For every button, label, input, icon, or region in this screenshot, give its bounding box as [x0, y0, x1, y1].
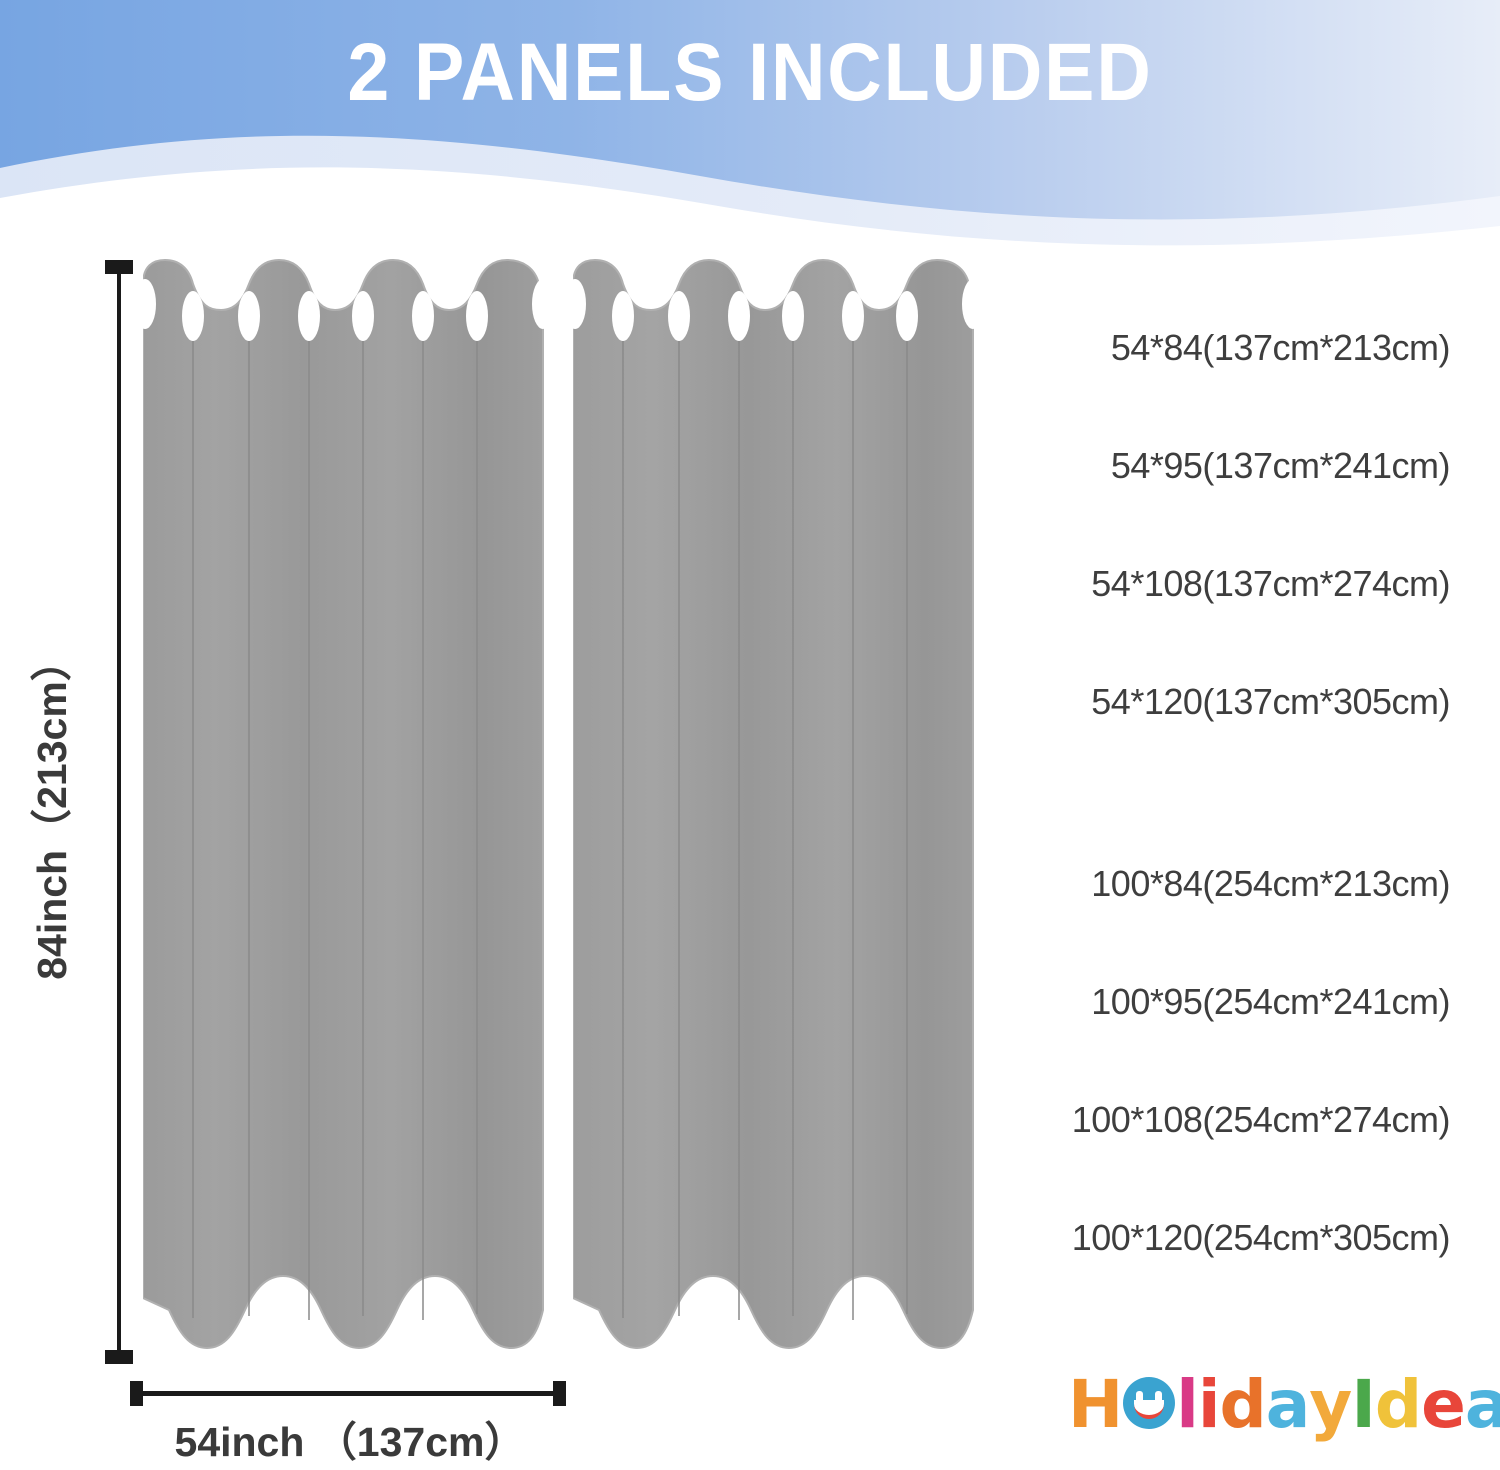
grommet-icon — [896, 291, 918, 341]
curtain-panel-right-graphic — [573, 258, 977, 1350]
grommet-icon — [298, 291, 320, 341]
width-label: 54inch （137cm） — [174, 1419, 526, 1465]
height-dimension-graphic — [105, 260, 133, 1364]
logo-letter-h: H — [1066, 1366, 1124, 1443]
smiley-mouth-icon — [1134, 1400, 1165, 1419]
logo-letter-a2: a — [1463, 1366, 1500, 1443]
curtain-panel-left — [143, 258, 547, 1366]
size-group-54: 54*84(137cm*213cm) 54*95(137cm*241cm) 54… — [900, 330, 1450, 802]
size-option: 54*95(137cm*241cm) — [1110, 445, 1451, 486]
logo-letter-d2: d — [1373, 1366, 1423, 1443]
smiley-eye-right-icon — [1155, 1391, 1163, 1404]
size-group-100: 100*84(254cm*213cm) 100*95(254cm*241cm) … — [900, 863, 1451, 1338]
smiley-face-icon — [1123, 1377, 1176, 1429]
header-banner: 2 PANELS INCLUDED — [0, 0, 1500, 250]
size-option: 54*120(137cm*305cm) — [1091, 681, 1450, 722]
width-dimension-line — [128, 1378, 568, 1408]
size-option: 100*120(254cm*305cm) — [1071, 1217, 1451, 1258]
curtain-panel-left-graphic — [143, 258, 547, 1350]
size-option: 100*95(254cm*241cm) — [1091, 981, 1450, 1022]
logo-letter-y: y — [1308, 1366, 1354, 1443]
width-dimension-graphic — [130, 1381, 566, 1406]
grommet-icon — [962, 279, 977, 329]
size-option: 100*108(254cm*274cm) — [1071, 1099, 1451, 1140]
logo-letter-e: e — [1420, 1366, 1468, 1443]
height-label: 84inch（213cm） — [29, 640, 75, 980]
grommet-icon — [728, 291, 750, 341]
logo-letter-i: i — [1196, 1366, 1222, 1443]
logo-letter-I2: I — [1350, 1366, 1377, 1443]
grommet-icon — [842, 291, 864, 341]
grommet-icon — [412, 291, 434, 341]
grommet-icon — [466, 291, 488, 341]
size-option: 54*108(137cm*274cm) — [1091, 563, 1450, 604]
banner-title: 2 PANELS INCLUDED — [347, 27, 1153, 118]
grommet-group — [143, 279, 547, 341]
size-options-list: 54*84(137cm*213cm) 54*95(137cm*241cm) 54… — [900, 330, 1451, 1338]
grommet-group — [573, 279, 977, 341]
grommet-icon — [573, 279, 586, 329]
grommet-icon — [182, 291, 204, 341]
brand-logo: H l i d a y I d e a s ® — [1066, 1366, 1500, 1458]
grommet-icon — [532, 279, 547, 329]
curtain-panel-right — [573, 258, 977, 1366]
grommet-icon — [352, 291, 374, 341]
size-option: 100*84(254cm*213cm) — [1091, 863, 1450, 904]
pleat-lines — [622, 292, 908, 1320]
height-dimension-line — [104, 258, 134, 1366]
grommet-icon — [612, 291, 634, 341]
smiley-eye-left-icon — [1136, 1391, 1144, 1404]
logo-letter-a: a — [1264, 1366, 1312, 1443]
grommet-icon — [668, 291, 690, 341]
grommet-icon — [143, 279, 156, 329]
grommet-icon — [782, 291, 804, 341]
logo-letter-l: l — [1175, 1366, 1201, 1443]
size-option: 54*84(137cm*213cm) — [1110, 327, 1451, 368]
logo-letter-d: d — [1218, 1366, 1268, 1443]
grommet-icon — [238, 291, 260, 341]
banner-background — [0, 0, 1500, 250]
pleat-lines — [192, 292, 478, 1320]
